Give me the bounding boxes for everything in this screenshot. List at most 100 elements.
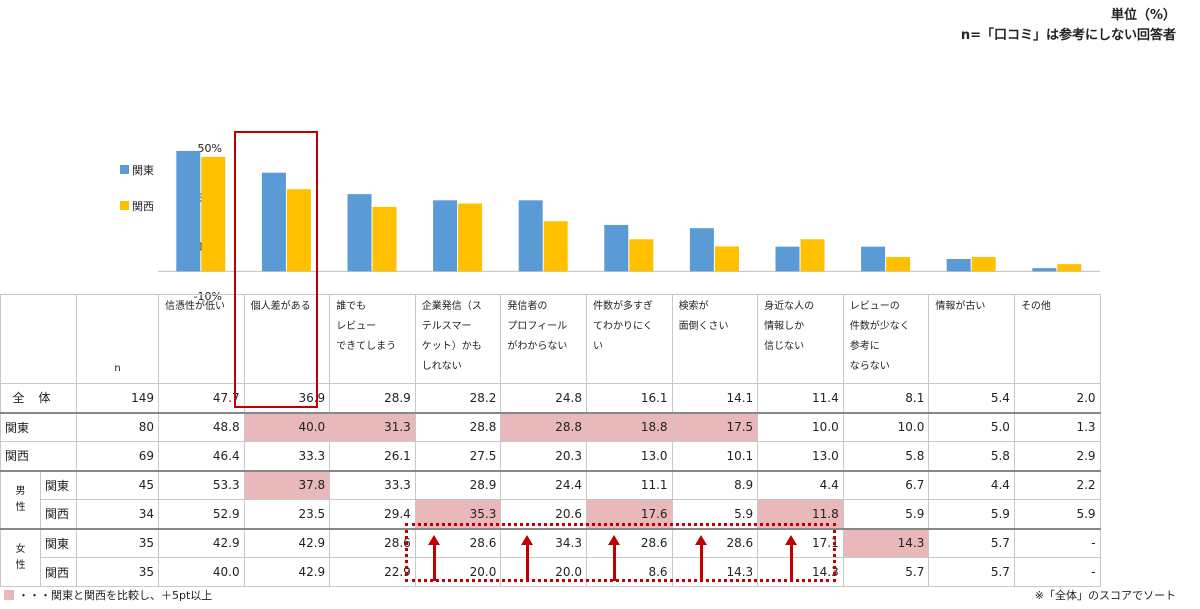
table-cell: 20.0 bbox=[500, 557, 587, 587]
table-cell: 13.0 bbox=[585, 441, 673, 471]
table-cell: 24.8 bbox=[500, 383, 587, 413]
table-cell: 26.1 bbox=[329, 441, 416, 471]
bar bbox=[201, 156, 226, 272]
bar bbox=[714, 246, 739, 272]
table-cell: 8.1 bbox=[842, 383, 930, 413]
highlight-swatch bbox=[4, 590, 14, 600]
arrow-up-icon bbox=[785, 535, 797, 581]
legend-swatch bbox=[120, 201, 129, 210]
table-cell: 20.0 bbox=[414, 557, 502, 587]
table-cell: - bbox=[1013, 557, 1101, 587]
table-row: 関西 35 40.0 42.9 22.9 20.0 20.0 8.6 14.3 14.3 5.7 5.… bbox=[1, 557, 1101, 587]
table-cell: 5.7 bbox=[928, 557, 1015, 587]
arrow-up-icon bbox=[608, 535, 620, 581]
table-row: 関西 69 46.4 33.3 26.1 27.5 20.3 13.0 10.1 13.0 5.8 5… bbox=[0, 441, 1101, 471]
category-label: 誰でも レビュー できてしまう bbox=[329, 294, 416, 384]
category-label: 検索が 面倒くさい bbox=[671, 294, 759, 384]
category-label: 発信者の プロフィール がわからない bbox=[500, 294, 587, 384]
table-cell: 42.9 bbox=[158, 527, 245, 558]
n-value: 45 bbox=[76, 469, 159, 500]
row-label: 関西 bbox=[0, 441, 77, 471]
bar bbox=[518, 200, 543, 272]
table-cell: 46.4 bbox=[158, 441, 245, 471]
highlight-legend-note: ・・・関東と関西を比較し、＋5pt以上 bbox=[4, 587, 212, 603]
n-value: 34 bbox=[76, 499, 159, 529]
table-cell-highlight: 40.0 bbox=[243, 411, 331, 442]
table-cell: 28.8 bbox=[414, 411, 502, 442]
table-cell: - bbox=[1013, 527, 1101, 558]
table-cell: 48.8 bbox=[158, 411, 245, 442]
n-definition-note: n=「口コミ」は参考にしない回答者 bbox=[960, 28, 1176, 43]
bar bbox=[543, 221, 568, 272]
n-header: n bbox=[76, 294, 159, 384]
table-cell: 42.9 bbox=[243, 527, 331, 558]
table-cell: 28.2 bbox=[414, 383, 502, 413]
table-cell: 10.0 bbox=[842, 411, 930, 442]
table-cell: 4.4 bbox=[928, 469, 1015, 500]
bar bbox=[629, 239, 654, 272]
table-cell: 28.9 bbox=[329, 383, 416, 413]
category-label: 企業発信（ス テルスマー ケット）かも しれない bbox=[414, 294, 502, 384]
n-value: 35 bbox=[76, 557, 159, 587]
bar bbox=[1032, 268, 1057, 272]
header-spacer bbox=[0, 294, 77, 384]
table-cell-highlight: 18.8 bbox=[585, 411, 673, 442]
table-cell: 33.3 bbox=[329, 469, 416, 500]
table-cell-highlight: 17.5 bbox=[671, 411, 759, 442]
table-cell: 5.0 bbox=[928, 411, 1015, 442]
bar bbox=[971, 257, 996, 272]
table-cell: 14.1 bbox=[671, 383, 759, 413]
table-cell: 47.7 bbox=[158, 383, 245, 413]
bar bbox=[689, 228, 714, 272]
sort-note: ※「全体」のスコアでソート bbox=[1034, 589, 1176, 602]
table-cell: 2.9 bbox=[1013, 441, 1101, 471]
table-cell: 52.9 bbox=[158, 499, 245, 529]
bar bbox=[372, 206, 397, 272]
total-row: 全体 149 47.7 36.9 28.9 28.2 24.8 16.1 14.1 11.4 8.1… bbox=[0, 383, 1101, 413]
table-cell: 40.0 bbox=[158, 557, 245, 587]
category-header-row: n 信憑性が低い 個人差がある 誰でも レビュー できてしまう 企業発信（ス テルスマー ケット… bbox=[0, 294, 1101, 384]
table-cell: 22.9 bbox=[329, 557, 416, 587]
n-value: 69 bbox=[76, 441, 159, 471]
arrow-up-icon bbox=[521, 535, 533, 581]
table-cell: 13.0 bbox=[757, 441, 844, 471]
category-label: 情報が古い bbox=[928, 294, 1015, 384]
table-cell: 5.7 bbox=[842, 557, 930, 587]
bar bbox=[861, 246, 886, 272]
row-label: 関東 bbox=[40, 527, 77, 558]
table-cell: 5.4 bbox=[928, 383, 1015, 413]
bar bbox=[433, 200, 458, 272]
table-cell: 2.2 bbox=[1013, 469, 1101, 500]
table-cell: 10.0 bbox=[757, 411, 844, 442]
total-label: 全体 bbox=[0, 383, 77, 413]
group-label: 男性 bbox=[0, 469, 41, 529]
table-cell: 11.1 bbox=[585, 469, 673, 500]
table-cell: 1.3 bbox=[1013, 411, 1101, 442]
table-cell-highlight: 28.8 bbox=[500, 411, 587, 442]
category-label: 件数が多すぎ てわかりにくい bbox=[585, 294, 673, 384]
arrow-up-icon bbox=[428, 535, 440, 581]
table-row: 関西 34 52.9 23.5 29.4 35.3 20.6 17.6 5.9 11.8 5.9 5.… bbox=[1, 499, 1101, 529]
row-label: 関東 bbox=[0, 411, 77, 442]
legend-entry: 関東 bbox=[132, 164, 154, 177]
n-value: 35 bbox=[76, 527, 159, 558]
table-cell: 6.7 bbox=[842, 469, 930, 500]
table-cell: 53.3 bbox=[158, 469, 245, 500]
n-value: 80 bbox=[76, 411, 159, 442]
table-cell: 5.8 bbox=[842, 441, 930, 471]
table-cell: 14.3 bbox=[671, 557, 759, 587]
row-label: 関東 bbox=[40, 469, 77, 500]
highlight-legend-text: ・・・関東と関西を比較し、＋5pt以上 bbox=[18, 589, 213, 602]
table-row: 女性関東 35 42.9 42.9 28.6 28.6 34.3 28.6 28.6 17.1 14… bbox=[0, 527, 1101, 587]
table-cell: 4.4 bbox=[757, 469, 844, 500]
bar bbox=[886, 257, 911, 272]
table-cell: 5.7 bbox=[928, 527, 1015, 558]
table-cell: 5.9 bbox=[1013, 499, 1101, 529]
bar bbox=[176, 150, 201, 272]
bar bbox=[261, 172, 286, 272]
table-row: 男性関東 45 53.3 37.8 33.3 28.9 24.4 11.1 8.9 4.4 6.7 4… bbox=[0, 469, 1101, 529]
table-cell: 28.6 bbox=[329, 527, 416, 558]
legend-entry: 関西 bbox=[132, 200, 154, 213]
y-tick-label: 50% bbox=[198, 142, 222, 155]
